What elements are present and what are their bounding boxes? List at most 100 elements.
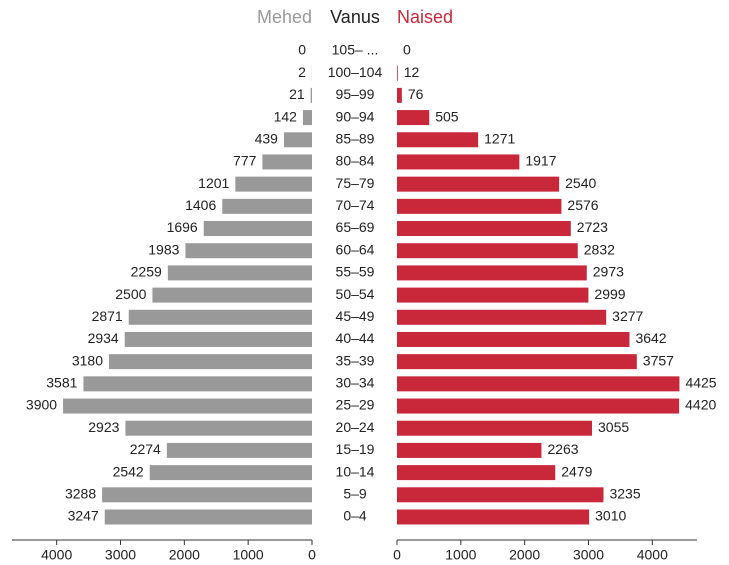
category-label: 20–24 <box>336 419 375 435</box>
bar <box>397 309 607 325</box>
value-label: 3900 <box>26 397 57 413</box>
category-label: 15–19 <box>336 441 375 457</box>
category-label: 35–39 <box>336 352 375 368</box>
category-label: 105– ... <box>332 42 379 58</box>
bar <box>149 465 312 481</box>
value-label: 4420 <box>685 397 716 413</box>
category-label: 60–64 <box>336 241 375 257</box>
bar <box>397 110 430 126</box>
value-label: 2500 <box>115 286 146 302</box>
category-label: 10–14 <box>336 463 375 479</box>
value-label: 1406 <box>185 197 216 213</box>
x-tick-label: 2000 <box>169 547 200 563</box>
bar <box>397 354 637 370</box>
bar <box>283 132 312 148</box>
bar <box>63 398 313 414</box>
value-label: 2542 <box>113 463 144 479</box>
category-label: 75–79 <box>336 175 375 191</box>
x-tick-label: 3000 <box>105 547 136 563</box>
x-tick-label: 1000 <box>233 547 264 563</box>
category-label: 25–29 <box>336 397 375 413</box>
x-tick-label: 3000 <box>573 547 604 563</box>
category-label: 55–59 <box>336 264 375 280</box>
value-label: 142 <box>274 108 298 124</box>
category-label: 0–4 <box>343 508 367 524</box>
value-label: 12 <box>404 64 420 80</box>
value-label: 2973 <box>593 264 624 280</box>
bar <box>203 221 312 237</box>
bar <box>167 265 312 281</box>
value-label: 3235 <box>609 486 640 502</box>
bar <box>222 198 312 214</box>
category-label: 65–69 <box>336 219 375 235</box>
bar <box>397 65 398 81</box>
bar <box>397 331 630 347</box>
value-label: 2999 <box>594 286 625 302</box>
bar <box>102 487 313 503</box>
bar <box>83 376 312 392</box>
bar <box>397 465 556 481</box>
value-label: 21 <box>289 86 305 102</box>
category-label: 70–74 <box>336 197 375 213</box>
value-label: 2871 <box>92 308 123 324</box>
legend-right: Naised <box>397 7 453 27</box>
bar <box>397 221 571 237</box>
bar <box>397 442 542 458</box>
value-label: 2274 <box>130 441 161 457</box>
value-label: 3180 <box>72 352 103 368</box>
bar <box>397 265 587 281</box>
category-label: 80–84 <box>336 153 375 169</box>
bar <box>109 354 313 370</box>
bar <box>397 398 680 414</box>
category-label: 45–49 <box>336 308 375 324</box>
bar <box>104 509 312 525</box>
value-label: 439 <box>255 130 279 146</box>
value-label: 2479 <box>561 463 592 479</box>
bar <box>397 132 479 148</box>
value-label: 76 <box>408 86 424 102</box>
category-label: 30–34 <box>336 375 375 391</box>
bar <box>310 87 312 103</box>
value-label: 2923 <box>88 419 119 435</box>
value-label: 0 <box>298 42 306 58</box>
x-tick-label: 0 <box>308 547 316 563</box>
value-label: 2263 <box>547 441 578 457</box>
value-label: 2 <box>298 64 306 80</box>
bar <box>152 287 312 303</box>
value-label: 505 <box>435 108 459 124</box>
value-label: 2576 <box>567 197 598 213</box>
value-label: 2723 <box>577 219 608 235</box>
value-label: 1201 <box>198 175 229 191</box>
value-label: 2934 <box>88 330 119 346</box>
category-title: Vanus <box>330 7 380 27</box>
value-label: 1271 <box>484 130 515 146</box>
bar <box>397 87 402 103</box>
category-label: 90–94 <box>336 108 375 124</box>
category-label: 100–104 <box>328 64 383 80</box>
value-label: 3642 <box>635 330 666 346</box>
bar <box>125 420 312 436</box>
category-label: 50–54 <box>336 286 375 302</box>
x-tick-label: 1000 <box>445 547 476 563</box>
value-label: 1983 <box>148 241 179 257</box>
x-tick-label: 4000 <box>41 547 72 563</box>
value-label: 2259 <box>131 264 162 280</box>
legend-left: Mehed <box>257 7 312 27</box>
value-label: 3757 <box>643 352 674 368</box>
category-label: 85–89 <box>336 130 375 146</box>
bar <box>397 420 592 436</box>
bar <box>128 309 312 325</box>
x-tick-label: 2000 <box>509 547 540 563</box>
bar <box>124 331 312 347</box>
value-label: 4425 <box>685 375 716 391</box>
bar <box>166 442 312 458</box>
value-label: 0 <box>403 42 411 58</box>
bar <box>185 243 312 259</box>
bar <box>397 198 562 214</box>
value-label: 3010 <box>595 508 626 524</box>
value-label: 3288 <box>65 486 96 502</box>
bar <box>397 509 590 525</box>
bar <box>397 487 604 503</box>
category-label: 40–44 <box>336 330 375 346</box>
